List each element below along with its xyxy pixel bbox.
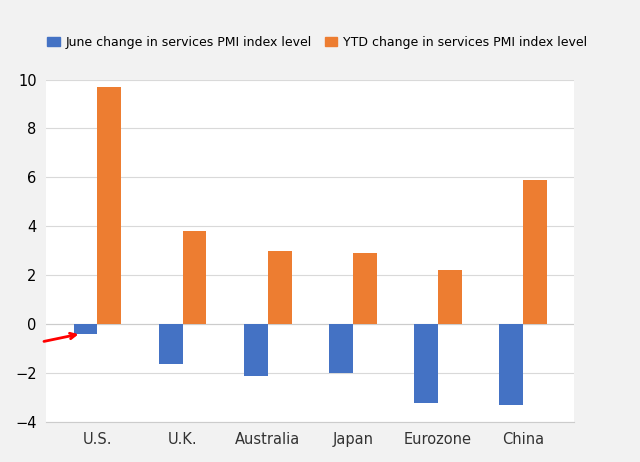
Bar <box>438 270 462 324</box>
Bar <box>414 324 438 403</box>
Bar <box>244 324 268 376</box>
Bar <box>97 87 122 324</box>
Bar <box>353 253 377 324</box>
Bar <box>524 180 547 324</box>
Bar <box>499 324 524 405</box>
Legend: June change in services PMI index level, YTD change in services PMI index level: June change in services PMI index level,… <box>42 31 593 54</box>
Bar <box>182 231 207 324</box>
Bar <box>329 324 353 373</box>
Bar <box>74 324 97 334</box>
Bar <box>268 251 292 324</box>
Bar <box>159 324 182 364</box>
